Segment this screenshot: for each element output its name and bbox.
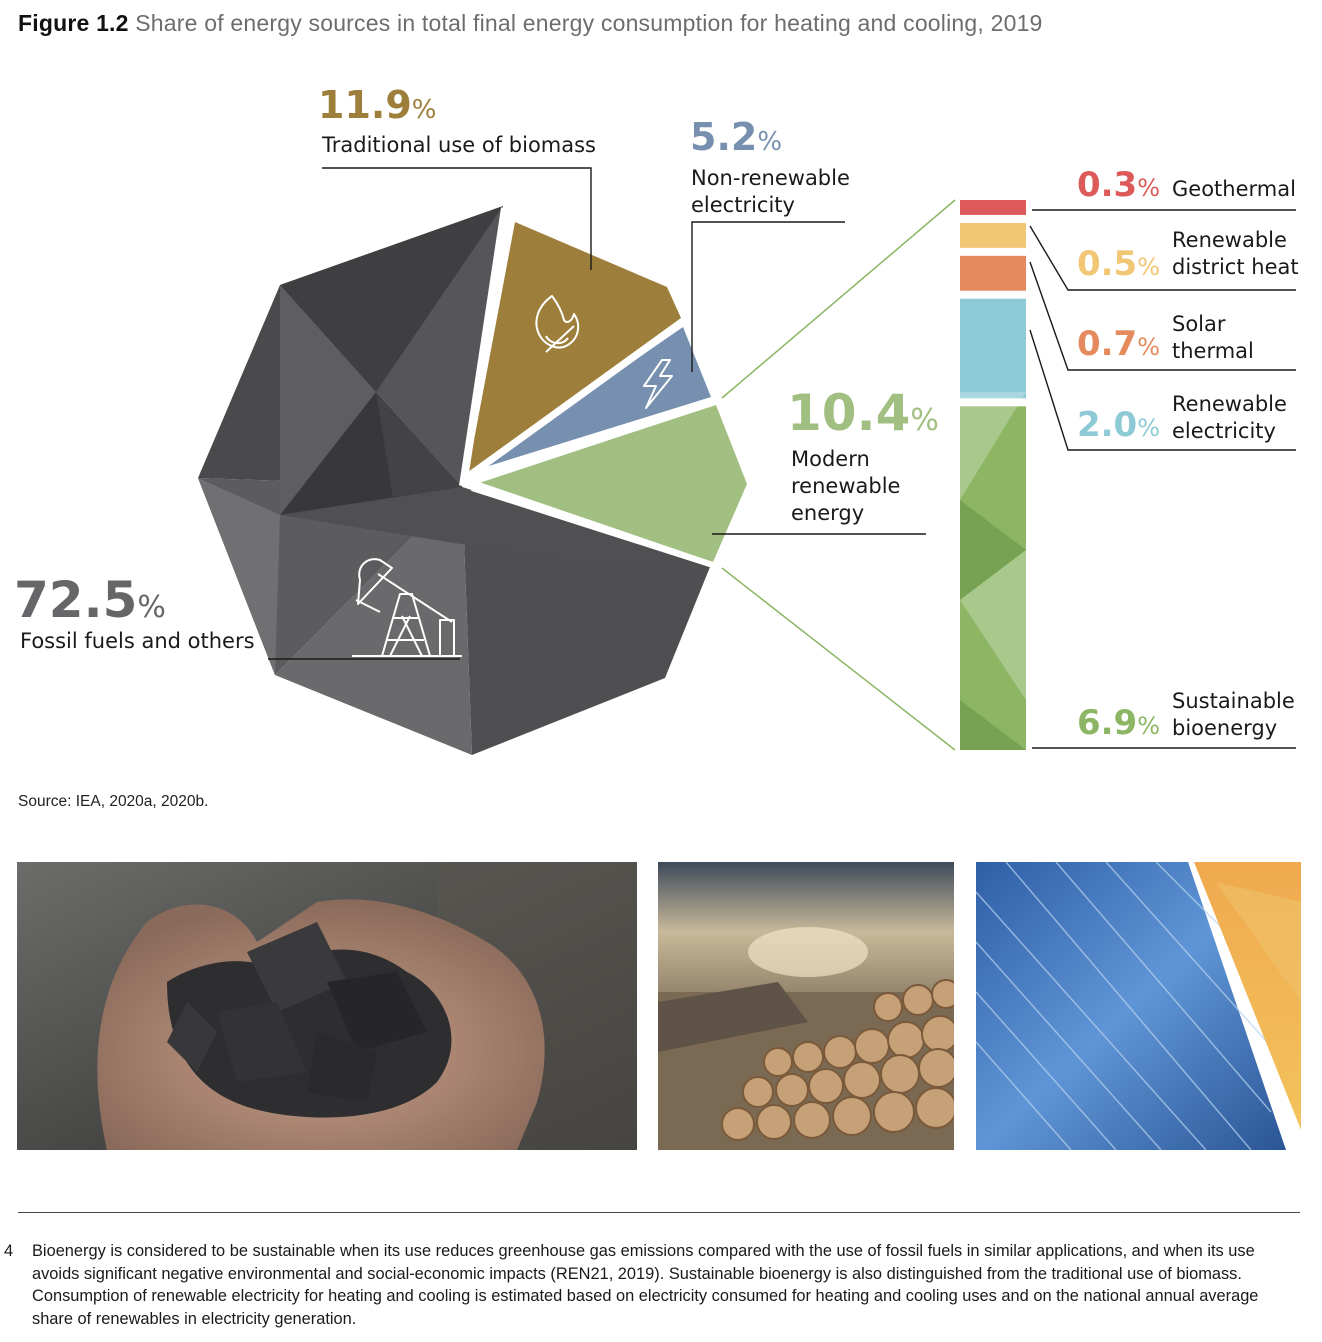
bar-segment-renewable-electricity xyxy=(960,298,1026,399)
modern-label-line3: energy xyxy=(791,501,864,525)
pie-slice-fossil-fuels xyxy=(198,206,710,755)
fossil-value: 72.5% xyxy=(14,571,166,629)
pie-slice-traditional-biomass xyxy=(468,222,681,472)
pie-chart xyxy=(198,206,747,755)
breakdown-bar xyxy=(960,200,1026,750)
renewable-electricity-label-line2: electricity xyxy=(1172,419,1276,443)
bar-segment-renewable-district-heat xyxy=(960,222,1026,248)
renewable-electricity-label-line1: Renewable xyxy=(1172,392,1287,416)
photo-timber-logs xyxy=(658,862,954,1150)
district-heat-label-line2: district heat xyxy=(1172,255,1299,279)
photo-coal-in-hands xyxy=(17,862,637,1150)
photo-solar-panels xyxy=(976,862,1301,1150)
bioenergy-label-line1: Sustainable xyxy=(1172,689,1295,713)
breakdown-connector-top xyxy=(721,199,956,399)
district-heat-value: 0.5% xyxy=(1077,244,1160,284)
district-heat-label-line1: Renewable xyxy=(1172,228,1287,252)
bioenergy-facets xyxy=(960,392,1026,750)
source-note: Source: IEA, 2020a, 2020b. xyxy=(18,793,209,810)
nonrenewable-value: 5.2% xyxy=(690,115,782,159)
bar-segment-solar-thermal xyxy=(960,255,1026,291)
fossil-label: Fossil fuels and others xyxy=(20,629,255,653)
renewable-electricity-value: 2.0% xyxy=(1077,405,1160,445)
nonrenewable-label-line1: Non-renewable xyxy=(691,166,850,190)
bioenergy-value: 6.9% xyxy=(1077,703,1160,743)
footnote: 4 Bioenergy is considered to be sustainab… xyxy=(4,1240,1302,1330)
flame-icon xyxy=(535,295,580,353)
biomass-value: 11.9% xyxy=(318,83,436,127)
pie-slice-modern-renewables xyxy=(479,405,747,562)
oil-pump-icon xyxy=(352,558,462,657)
figure-label: Figure 1.2 xyxy=(18,10,129,36)
biomass-label: Traditional use of biomass xyxy=(321,133,596,157)
breakdown-connector-bottom xyxy=(721,567,956,751)
modern-label-line1: Modern xyxy=(791,447,870,471)
geothermal-label: Geothermal xyxy=(1172,177,1296,201)
footnote-divider xyxy=(18,1212,1300,1213)
nonrenewable-label-line2: electricity xyxy=(691,193,795,217)
bioenergy-label-line2: bioenergy xyxy=(1172,716,1277,740)
modern-label-line2: renewable xyxy=(791,474,900,498)
bar-segment-sustainable-bioenergy xyxy=(960,406,1026,750)
modern-value: 10.4% xyxy=(787,384,939,442)
solar-thermal-label-line1: Solar xyxy=(1172,312,1226,336)
footnote-text: Bioenergy is considered to be sustainabl… xyxy=(32,1242,1259,1328)
geothermal-value: 0.3% xyxy=(1077,165,1160,205)
bar-segment-geothermal xyxy=(960,200,1026,215)
energy-share-chart: 11.9% Traditional use of biomass 5.2% No… xyxy=(14,83,1299,755)
figure-title: Figure 1.2 Share of energy sources in to… xyxy=(18,10,1043,37)
footnote-number: 4 xyxy=(4,1242,14,1260)
figure-caption: Share of energy sources in total final e… xyxy=(135,10,1043,36)
solar-thermal-value: 0.7% xyxy=(1077,324,1160,364)
solar-thermal-label-line2: thermal xyxy=(1172,339,1254,363)
lightning-icon xyxy=(643,359,673,409)
pie-slice-nonrenewable-electricity xyxy=(476,327,711,470)
leader-lines xyxy=(268,167,1296,749)
